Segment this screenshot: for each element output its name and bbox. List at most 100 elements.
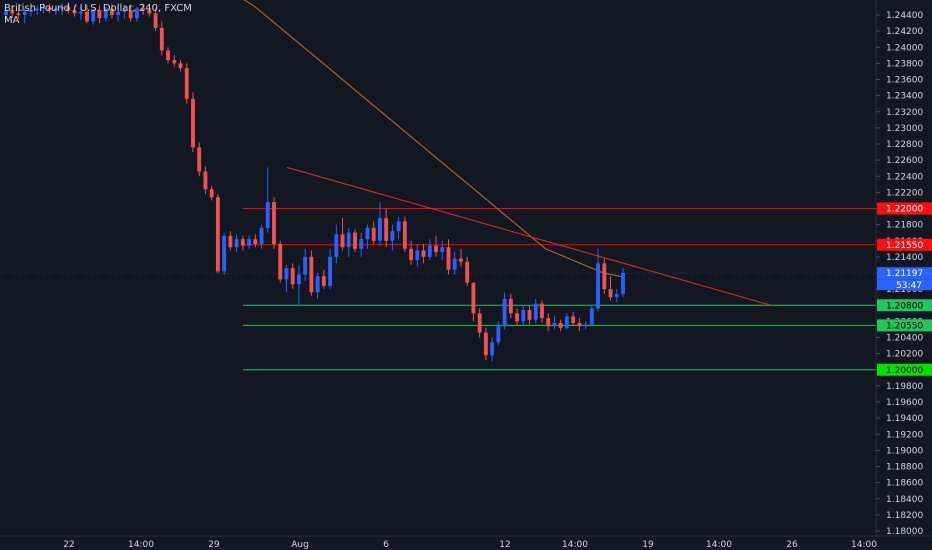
- candle-body: [215, 197, 220, 272]
- candle-body: [166, 50, 170, 61]
- candle-body: [471, 282, 476, 314]
- price-tick-label: 1.19200: [886, 430, 923, 440]
- candle-body: [134, 8, 139, 19]
- candle-body: [78, 11, 83, 14]
- price-tick-label: 1.18000: [886, 527, 923, 537]
- time-tick-label: 26: [786, 540, 798, 550]
- candle-body: [147, 10, 152, 14]
- price-tag-label: 1.20800: [886, 301, 923, 311]
- candle-body: [184, 68, 189, 99]
- candle-body: [583, 324, 588, 327]
- candle-body: [577, 322, 582, 327]
- time-tick-label: 14:00: [562, 540, 588, 550]
- candle-body: [28, 10, 33, 12]
- candle-body: [515, 313, 519, 322]
- candle-body: [508, 298, 513, 314]
- candle-body: [409, 248, 414, 261]
- price-tick-label: 1.18400: [886, 495, 923, 505]
- price-tick-label: 1.19800: [886, 382, 923, 392]
- time-tick-label: 12: [499, 540, 510, 550]
- candle-body: [85, 11, 89, 22]
- price-tag-current: 1.21197: [877, 267, 932, 280]
- price-tick-label: 1.20400: [886, 334, 923, 344]
- candle-body: [359, 239, 364, 249]
- candle-body: [315, 276, 320, 293]
- candle-body: [483, 332, 488, 356]
- candle-body: [197, 147, 202, 172]
- countdown-label: 53:47: [896, 281, 922, 291]
- price-tag-label: 1.20000: [886, 366, 923, 376]
- candle-body: [365, 227, 370, 240]
- price-tag-resistance-1: 1.22000: [877, 202, 932, 215]
- candle-body: [533, 303, 538, 320]
- candle-body: [527, 310, 532, 320]
- candle-body: [421, 250, 426, 257]
- time-tick-label: 14:00: [851, 540, 877, 550]
- candle-body: [621, 273, 625, 294]
- candle-body: [496, 326, 501, 343]
- candle-body: [477, 313, 482, 333]
- candle-body: [571, 316, 576, 323]
- candle-body: [452, 258, 457, 270]
- candle-body: [589, 308, 594, 325]
- time-tick-label: 22: [63, 540, 74, 550]
- candle-body: [596, 263, 601, 309]
- candle-body: [22, 11, 27, 15]
- candle-body: [259, 227, 264, 244]
- time-tick-label: 6: [383, 540, 389, 550]
- candle-body: [602, 263, 607, 290]
- candle-body: [16, 13, 21, 15]
- price-tick-label: 1.18800: [886, 463, 923, 473]
- candle-body: [328, 256, 333, 286]
- candle-body: [128, 10, 133, 19]
- candle-body: [265, 202, 270, 228]
- candle-body: [72, 10, 77, 14]
- candle-body: [446, 247, 451, 270]
- price-tick-label: 1.23800: [886, 59, 923, 69]
- candle-body: [191, 98, 195, 148]
- price-tick-label: 1.22200: [886, 188, 923, 198]
- indicator-label[interactable]: MA: [4, 15, 20, 26]
- time-tick-label: 19: [642, 540, 654, 550]
- candle-body: [346, 232, 351, 248]
- candle-body: [209, 189, 214, 198]
- chart-legend: British Pound / U.S. Dollar, 240, FXCM M…: [4, 3, 192, 27]
- candle-body: [141, 8, 146, 11]
- moving-average: [243, 0, 624, 278]
- candle-body: [278, 243, 283, 280]
- price-tag-support-2: 1.20550: [877, 319, 932, 332]
- candle-body: [203, 171, 208, 190]
- candle-body: [97, 10, 102, 19]
- candle-body: [558, 322, 563, 328]
- candle-body: [222, 235, 227, 272]
- symbol-title[interactable]: British Pound / U.S. Dollar, 240, FXCM: [4, 3, 192, 14]
- candle-body: [159, 27, 164, 51]
- candle-body: [608, 289, 613, 298]
- candle-body: [228, 235, 233, 248]
- candle-body: [66, 6, 71, 11]
- candle-body: [122, 10, 127, 12]
- price-tick-label: 1.19600: [886, 398, 923, 408]
- candle-body: [53, 8, 58, 11]
- trendline: [286, 166, 772, 306]
- candle-body: [247, 239, 251, 246]
- candle-body: [253, 239, 258, 244]
- candle-body: [384, 218, 389, 241]
- candle-body: [91, 10, 96, 22]
- candle-body: [390, 231, 395, 241]
- price-tag-bg: [877, 238, 932, 251]
- candle-body: [116, 11, 121, 15]
- price-tick-label: 1.23600: [886, 76, 923, 86]
- candle-body: [321, 276, 326, 286]
- price-tick-label: 1.23000: [886, 124, 923, 134]
- candle-body: [415, 250, 420, 261]
- candle-body: [309, 256, 314, 293]
- candle-body: [178, 63, 183, 69]
- candle-body: [60, 6, 65, 9]
- price-tag-bg: [877, 299, 932, 312]
- time-axis[interactable]: 22 14:00 29 Aug 6 12 14:00 19 14:00 26 14:00: [63, 540, 877, 550]
- price-tick-label: 1.22400: [886, 172, 923, 182]
- price-tick-label: 1.24000: [886, 43, 923, 53]
- candle-body: [402, 221, 407, 249]
